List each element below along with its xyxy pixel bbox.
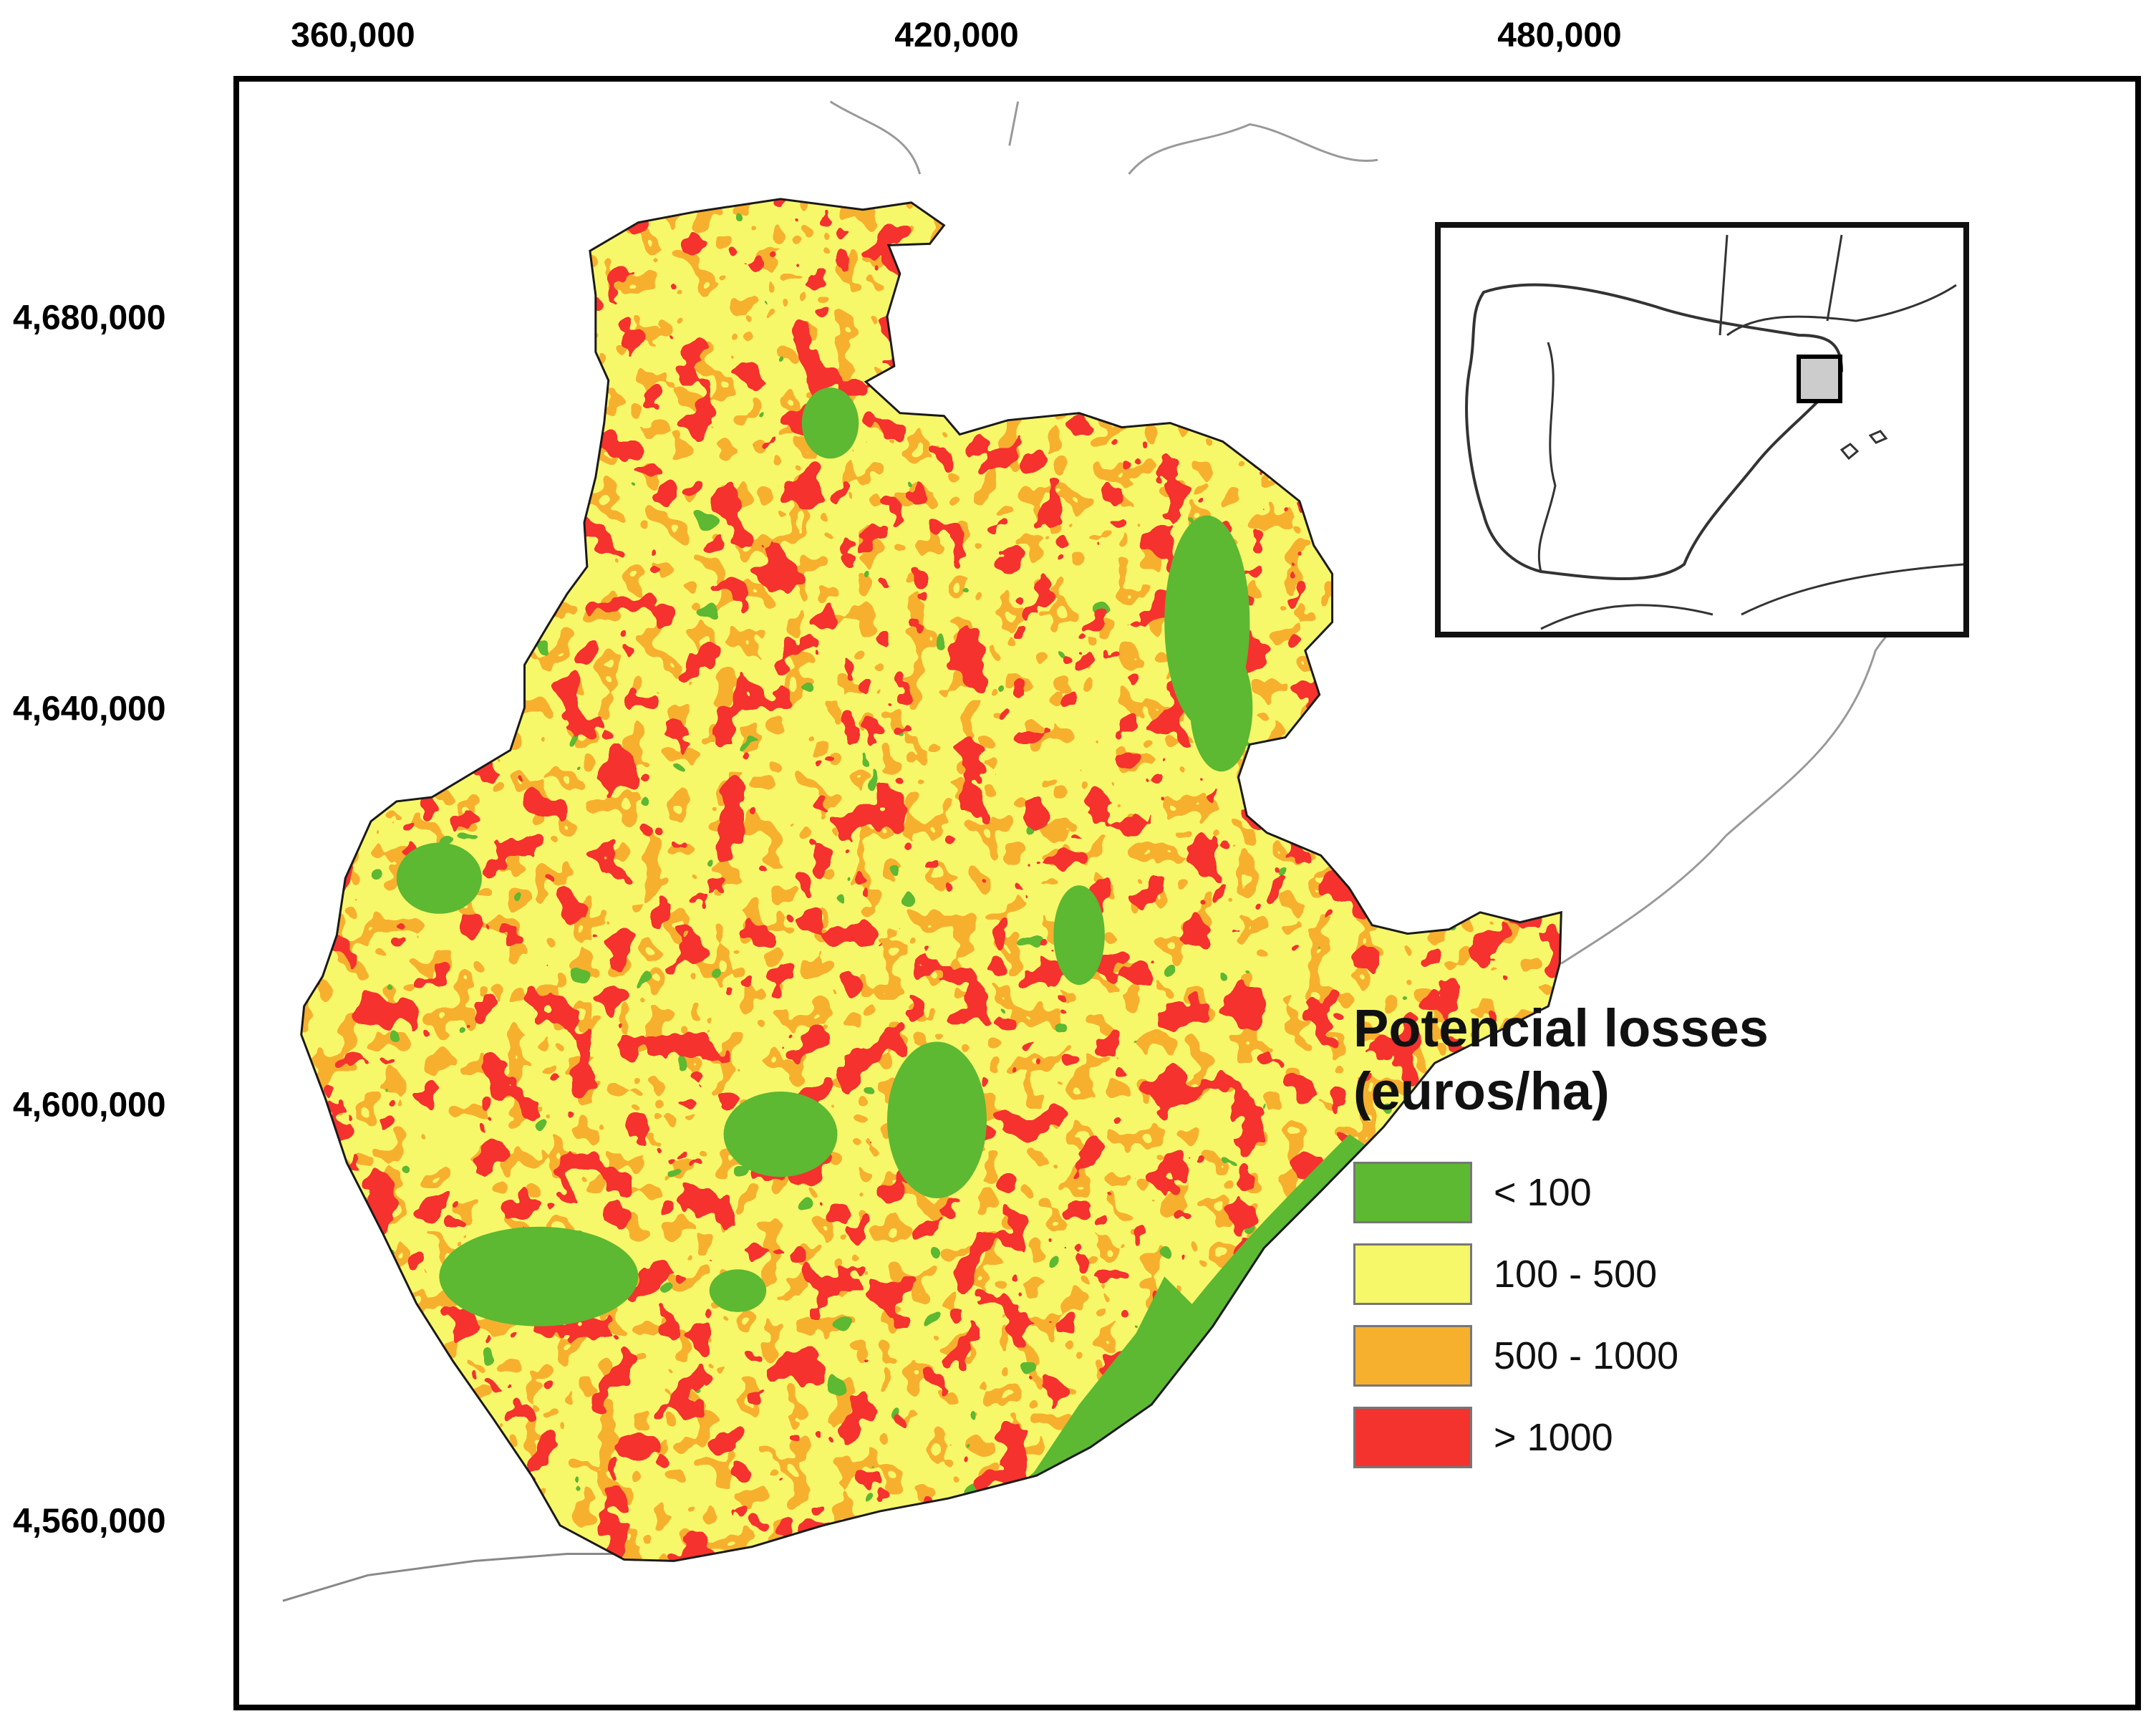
france-north-border bbox=[1718, 234, 1843, 336]
inset-locator-map bbox=[1435, 222, 1969, 637]
coastline-north bbox=[829, 100, 1378, 175]
legend-item-very-high: > 1000 bbox=[1353, 1397, 1855, 1478]
legend-swatch-medium bbox=[1353, 1243, 1472, 1305]
y-tick-4640000: 4,640,000 bbox=[13, 690, 166, 728]
map-canvas bbox=[282, 100, 1955, 1602]
study-area-marker bbox=[1797, 355, 1842, 403]
legend-item-high: 500 - 1000 bbox=[1353, 1315, 1855, 1397]
legend-title: Potencial losses bbox=[1353, 998, 1769, 1058]
legend-swatch-high bbox=[1353, 1325, 1472, 1387]
legend-label-high: 500 - 1000 bbox=[1494, 1334, 1679, 1377]
x-tick-480000: 480,000 bbox=[1497, 16, 1622, 54]
legend-item-low: < 100 bbox=[1353, 1152, 1855, 1233]
portugal-border bbox=[1537, 342, 1557, 572]
iberia-coast bbox=[1465, 283, 1844, 580]
legend-label-very-high: > 1000 bbox=[1494, 1416, 1613, 1459]
legend-subtitle: (euros/ha) bbox=[1353, 1061, 1610, 1121]
map-legend: Potencial losses (euros/ha) < 100 100 - … bbox=[1353, 997, 1855, 1478]
x-tick-420000: 420,000 bbox=[894, 16, 1019, 54]
legend-label-medium: 100 - 500 bbox=[1494, 1253, 1658, 1296]
coastline-south bbox=[282, 1552, 624, 1602]
legend-swatch-very-high bbox=[1353, 1407, 1472, 1468]
region-outline bbox=[300, 198, 1562, 1562]
y-tick-4680000: 4,680,000 bbox=[13, 299, 166, 337]
legend-swatch-low bbox=[1353, 1162, 1472, 1223]
y-tick-4560000: 4,560,000 bbox=[13, 1502, 166, 1541]
legend-item-medium: 100 - 500 bbox=[1353, 1233, 1855, 1315]
france-border bbox=[1726, 284, 1957, 337]
y-tick-4600000: 4,600,000 bbox=[13, 1086, 166, 1124]
legend-label-low: < 100 bbox=[1494, 1171, 1592, 1214]
balearic-islands bbox=[1840, 430, 1888, 461]
africa-coast bbox=[1540, 563, 1964, 630]
map-frame bbox=[233, 76, 2141, 1710]
x-tick-360000: 360,000 bbox=[291, 16, 415, 54]
